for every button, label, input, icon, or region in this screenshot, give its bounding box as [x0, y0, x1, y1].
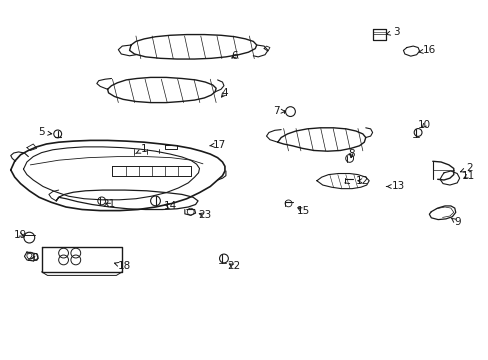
Text: 6: 6: [231, 51, 238, 61]
Text: 9: 9: [450, 217, 460, 228]
Text: 4: 4: [221, 88, 228, 98]
Text: 20: 20: [27, 253, 40, 264]
Text: 22: 22: [226, 261, 240, 271]
Text: 21: 21: [102, 199, 115, 210]
Text: 13: 13: [386, 181, 405, 192]
Text: 5: 5: [38, 127, 52, 138]
Text: 15: 15: [296, 206, 309, 216]
Text: 19: 19: [14, 230, 27, 240]
Text: 14: 14: [163, 201, 177, 211]
Text: 3: 3: [386, 27, 399, 37]
Text: 7: 7: [272, 106, 285, 116]
Text: 23: 23: [197, 210, 211, 220]
Text: 1: 1: [135, 144, 147, 154]
Text: 17: 17: [209, 140, 225, 150]
Text: 11: 11: [461, 171, 474, 181]
Text: 2: 2: [460, 163, 472, 174]
Text: 8: 8: [347, 149, 354, 159]
Text: 18: 18: [114, 261, 131, 271]
Text: 12: 12: [355, 176, 369, 186]
Text: 10: 10: [417, 120, 430, 130]
Text: 16: 16: [418, 45, 435, 55]
